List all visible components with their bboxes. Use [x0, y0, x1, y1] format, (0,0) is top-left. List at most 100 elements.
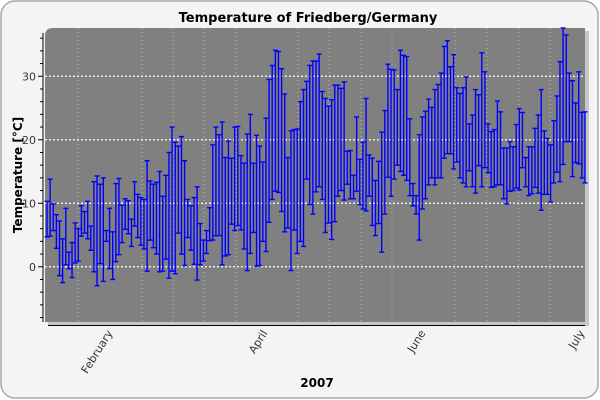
- error-bar: [216, 133, 222, 237]
- error-bars: [44, 27, 588, 287]
- error-bar: [476, 93, 482, 167]
- error-bar: [535, 114, 541, 194]
- error-bar: [272, 49, 278, 192]
- error-bar: [576, 71, 582, 165]
- error-bar: [282, 93, 288, 233]
- error-bar: [147, 180, 153, 241]
- error-bar: [116, 177, 122, 256]
- error-bar: [47, 178, 53, 237]
- error-bar: [516, 107, 522, 191]
- error-bar: [451, 53, 457, 170]
- error-bar: [100, 177, 106, 283]
- error-bar: [469, 114, 475, 188]
- error-bar: [463, 76, 469, 188]
- error-bar: [372, 179, 378, 237]
- error-bar: [316, 53, 322, 188]
- error-bar: [103, 229, 109, 243]
- error-bar: [422, 110, 428, 200]
- error-bar: [379, 131, 385, 253]
- error-bar: [438, 72, 444, 179]
- error-bar: [329, 99, 335, 241]
- error-bar: [144, 160, 150, 272]
- error-bar: [573, 102, 579, 164]
- error-bar: [413, 194, 419, 215]
- error-bar: [297, 100, 303, 243]
- y-tick-label: 0: [29, 261, 36, 274]
- error-bar: [582, 111, 588, 184]
- error-bar: [163, 174, 169, 260]
- error-bar: [304, 80, 310, 180]
- error-bar: [235, 125, 241, 227]
- error-bar: [326, 105, 332, 224]
- error-bar: [473, 88, 479, 194]
- error-bar: [560, 27, 566, 166]
- error-bar: [53, 213, 59, 250]
- error-bar: [172, 141, 178, 275]
- y-tick-label: 30: [22, 70, 36, 83]
- error-bar: [85, 200, 91, 240]
- error-bar: [169, 126, 175, 272]
- error-bar: [88, 225, 94, 251]
- error-bar: [241, 162, 247, 250]
- error-bar: [566, 72, 572, 143]
- error-bar: [479, 52, 485, 188]
- error-bar: [307, 64, 313, 206]
- error-bar: [122, 198, 128, 230]
- error-bar: [125, 200, 131, 235]
- error-bar: [160, 195, 166, 272]
- error-bar: [366, 154, 372, 197]
- y-tick-label: 20: [22, 134, 36, 147]
- error-bar: [376, 160, 382, 225]
- error-bar: [285, 156, 291, 229]
- error-bar: [269, 64, 275, 201]
- error-bar: [94, 175, 100, 287]
- error-bar: [454, 86, 460, 163]
- error-bar: [250, 162, 256, 234]
- error-bar: [78, 205, 84, 237]
- error-bar: [548, 144, 554, 203]
- error-bar: [407, 118, 413, 197]
- error-bar: [138, 196, 144, 246]
- error-bar: [391, 69, 397, 180]
- vertical-gridlines: [77, 28, 551, 322]
- error-bar: [441, 45, 447, 159]
- error-bar: [197, 222, 203, 266]
- error-bar: [75, 227, 81, 262]
- error-bar: [247, 113, 253, 255]
- chart-title: Temperature of Friedberg/Germany: [179, 11, 438, 26]
- error-bar: [119, 204, 125, 244]
- error-bar: [498, 111, 504, 186]
- error-bar: [354, 116, 360, 192]
- error-bar: [175, 145, 181, 234]
- error-bar: [554, 95, 560, 173]
- error-bar: [513, 123, 519, 189]
- error-bar: [510, 146, 516, 192]
- error-bar: [382, 109, 388, 215]
- error-bar: [97, 183, 103, 265]
- error-bar: [322, 97, 328, 234]
- error-bar: [219, 121, 225, 266]
- error-bar: [222, 156, 228, 257]
- error-bar: [166, 151, 172, 279]
- error-bar: [460, 86, 466, 184]
- error-bar: [266, 78, 272, 224]
- error-bar: [432, 88, 438, 186]
- error-bar: [532, 127, 538, 189]
- y-axis-ticks: 0 10 20 30: [22, 37, 43, 319]
- error-bar: [529, 146, 535, 195]
- error-bar: [50, 203, 56, 232]
- error-bar: [426, 98, 432, 186]
- error-bar: [338, 87, 344, 192]
- error-bar: [491, 128, 497, 188]
- error-bar: [360, 141, 366, 210]
- error-bar: [341, 81, 347, 201]
- error-bar: [369, 157, 375, 227]
- error-bar: [279, 67, 285, 213]
- error-bar: [519, 111, 525, 169]
- error-bar: [66, 251, 72, 270]
- error-bar: [457, 92, 463, 179]
- error-bar: [82, 210, 88, 234]
- error-bar: [179, 135, 184, 255]
- error-bar: [200, 239, 206, 262]
- error-bar: [244, 133, 250, 272]
